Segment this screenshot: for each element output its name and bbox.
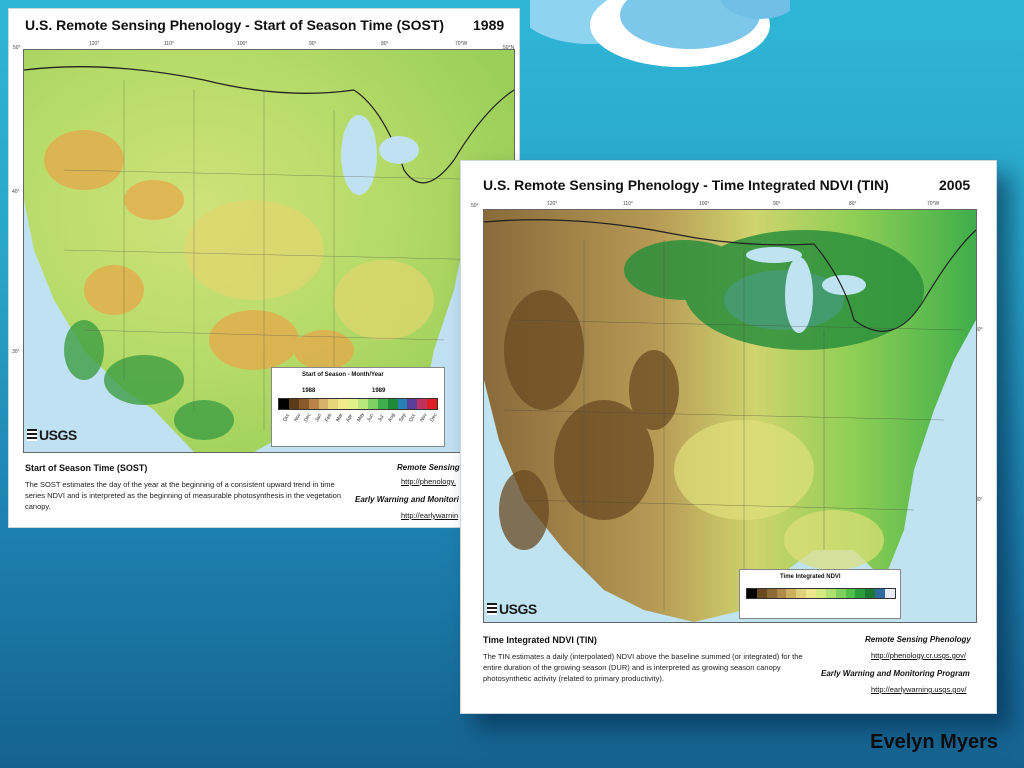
legend-month-label: Jun <box>366 413 376 423</box>
coord-label: 110° <box>623 201 633 207</box>
author-name: Evelyn Myers <box>870 731 998 753</box>
legend-swatches <box>278 398 438 410</box>
legend-swatch <box>855 589 866 598</box>
legend-swatch <box>776 589 787 598</box>
coord-label: 50°N <box>503 45 515 51</box>
legend-swatch <box>756 589 767 598</box>
legend-swatch <box>786 589 797 598</box>
coord-label: 50° <box>471 203 479 209</box>
legend-swatch <box>417 399 428 409</box>
description-title: Start of Season Time (SOST) <box>25 463 148 473</box>
coord-label: 40° <box>975 327 983 333</box>
legend-swatch <box>367 399 378 409</box>
legend-swatch <box>747 589 757 598</box>
coord-label: 80° <box>381 41 389 47</box>
usgs-logo: USGS <box>487 601 537 617</box>
legend-month-label: Sep <box>397 412 408 423</box>
legend-month-label: Nov <box>292 412 303 423</box>
map-graphic <box>484 210 976 622</box>
legend-month-label: Dec <box>303 412 313 423</box>
legend-swatch <box>875 589 886 598</box>
legend-swatch <box>796 589 807 598</box>
tin-map-image <box>483 209 977 623</box>
legend-swatches <box>746 588 896 599</box>
legend-month-label: Oct <box>282 413 292 423</box>
legend-month-labels: Oct Nov Dec Jan Feb Mar Apr May Jun Jul Aug Sep Oct N… <box>278 411 440 438</box>
legend-year: 1989 <box>372 388 386 394</box>
coord-label: 70°W <box>927 201 940 207</box>
legend-swatch <box>825 589 836 598</box>
source-link[interactable]: http://phenology.cr.usgs.gov/ <box>871 651 966 660</box>
legend-swatch <box>358 399 368 409</box>
legend-swatch <box>328 399 339 409</box>
legend-swatch <box>885 589 895 598</box>
source-heading: Remote Sensing Phenology <box>865 635 971 644</box>
legend-month-label: May <box>355 411 366 423</box>
legend-swatch <box>387 399 398 409</box>
source-heading: Early Warning and Monitoring Program <box>821 669 970 678</box>
legend-swatch <box>397 399 408 409</box>
description-body: The SOST estimates the day of the year a… <box>25 480 342 511</box>
legend-month-label: Nov <box>418 412 429 423</box>
coord-label: 120° <box>89 41 100 47</box>
coord-label: 30° <box>12 349 20 355</box>
legend-title: Time Integrated NDVI <box>780 574 841 580</box>
legend-swatch <box>279 399 289 409</box>
tin-legend: Time Integrated NDVI <box>739 569 901 619</box>
coord-label: 90° <box>773 201 781 207</box>
legend-swatch <box>377 399 388 409</box>
legend-swatch <box>835 589 846 598</box>
legend-swatch <box>407 399 418 409</box>
legend-month-label: Oct <box>408 413 418 423</box>
sost-map-panel: U.S. Remote Sensing Phenology - Start of… <box>8 8 520 528</box>
map-title: U.S. Remote Sensing Phenology - Start of… <box>25 17 445 33</box>
coord-label: 100° <box>699 201 710 207</box>
legend-swatch <box>298 399 309 409</box>
source-link[interactable]: http://earlywarning.usgs.gov/ <box>871 685 967 694</box>
tin-map-panel: U.S. Remote Sensing Phenology - Time Int… <box>460 160 997 714</box>
legend-swatch <box>806 589 817 598</box>
legend-swatch <box>318 399 329 409</box>
cloud-decoration <box>530 0 790 67</box>
legend-month-label: Feb <box>324 412 334 423</box>
legend-swatch <box>308 399 319 409</box>
legend-month-label: Mar <box>334 412 345 423</box>
legend-swatch <box>288 399 299 409</box>
legend-month-label: Aug <box>387 412 397 423</box>
legend-swatch <box>427 399 437 409</box>
coord-label: 30° <box>975 497 983 503</box>
coord-label: 110° <box>164 41 174 47</box>
source-heading: Early Warning and Monitori <box>355 495 459 504</box>
sost-legend: Start of Season - Month/Year 1988 1989 O… <box>271 367 445 447</box>
description-title: Time Integrated NDVI (TIN) <box>483 635 597 645</box>
legend-swatch <box>766 589 777 598</box>
legend-swatch <box>845 589 856 598</box>
coord-label: 70°W <box>455 41 468 47</box>
usgs-logo: USGS <box>27 427 77 443</box>
coord-label: 90° <box>309 41 317 47</box>
legend-swatch <box>865 589 876 598</box>
coord-label: 120° <box>547 201 558 207</box>
legend-month-label: Dec <box>429 412 440 423</box>
coord-label: 40° <box>12 189 20 195</box>
map-year: 2005 <box>939 177 971 193</box>
coord-label: 50° <box>13 45 21 51</box>
description-body: The TIN estimates a daily (interpolated)… <box>483 652 803 683</box>
coord-label: 80° <box>849 201 857 207</box>
legend-year: 1988 <box>302 388 316 394</box>
source-heading: Remote Sensing <box>397 463 460 472</box>
source-link[interactable]: http://phenology. <box>401 477 456 486</box>
map-title: U.S. Remote Sensing Phenology - Time Int… <box>483 177 889 193</box>
legend-swatch <box>338 399 349 409</box>
source-link[interactable]: http://earlywarnin <box>401 511 459 520</box>
legend-month-label: Jul <box>376 414 386 423</box>
legend-swatch <box>348 399 358 409</box>
coord-label: 100° <box>237 41 248 47</box>
legend-month-label: Apr <box>345 413 355 423</box>
map-year: 1989 <box>473 17 505 33</box>
legend-month-label: Jan <box>313 413 323 423</box>
legend-swatch <box>816 589 826 598</box>
legend-title: Start of Season - Month/Year <box>302 372 384 378</box>
